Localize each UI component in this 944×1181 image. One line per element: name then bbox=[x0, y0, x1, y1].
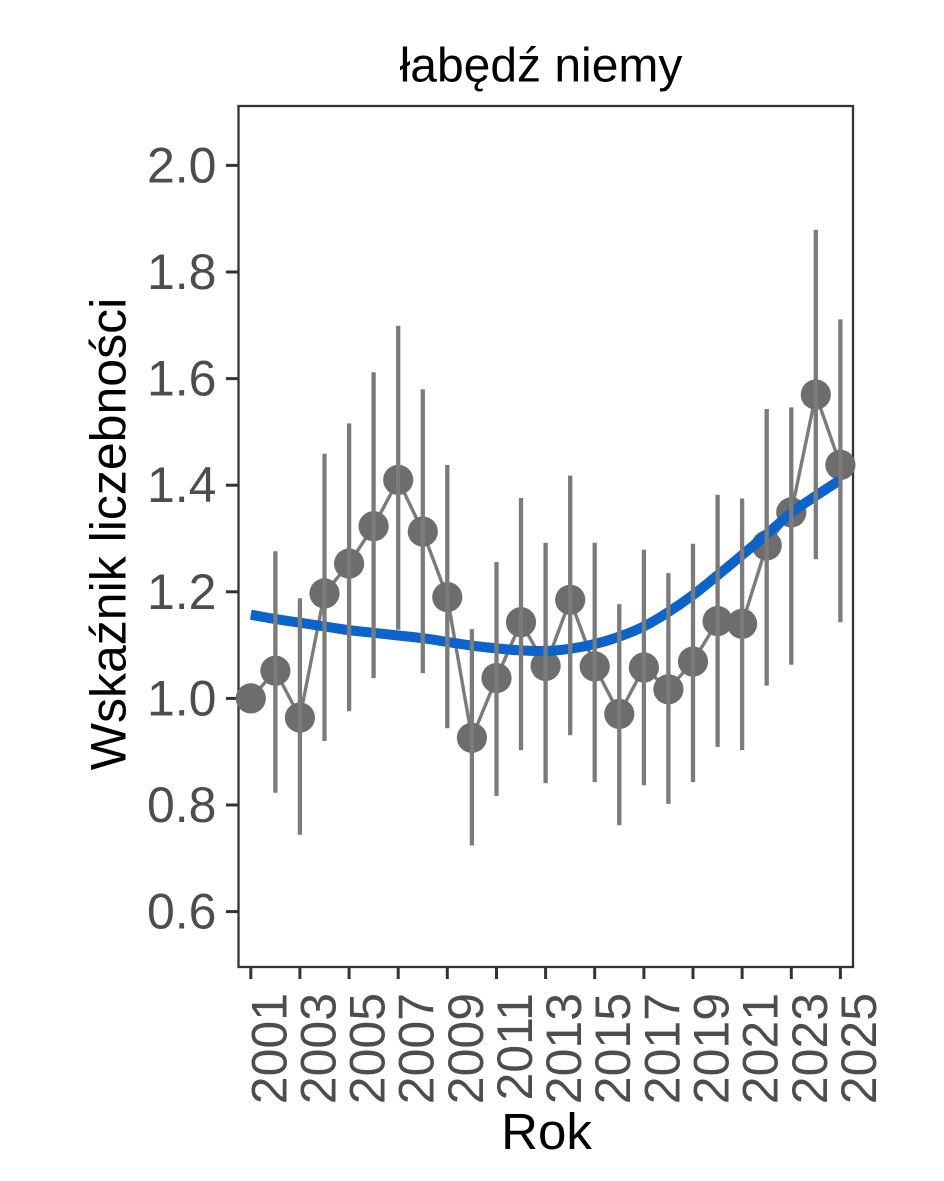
svg-text:2023: 2023 bbox=[782, 993, 838, 1104]
svg-text:1.4: 1.4 bbox=[147, 457, 217, 513]
svg-text:Wskaźnik liczebności: Wskaźnik liczebności bbox=[81, 298, 137, 770]
svg-text:2019: 2019 bbox=[684, 993, 740, 1104]
svg-text:1.8: 1.8 bbox=[147, 244, 217, 300]
svg-text:2011: 2011 bbox=[487, 993, 543, 1101]
svg-text:2021: 2021 bbox=[733, 993, 789, 1104]
svg-text:1.2: 1.2 bbox=[147, 564, 217, 620]
svg-text:0.6: 0.6 bbox=[147, 884, 217, 940]
svg-text:łabędź niemy: łabędź niemy bbox=[400, 40, 683, 93]
svg-text:1.6: 1.6 bbox=[147, 351, 217, 407]
svg-text:1.0: 1.0 bbox=[147, 670, 217, 726]
svg-text:2003: 2003 bbox=[290, 993, 346, 1104]
svg-text:0.8: 0.8 bbox=[147, 777, 217, 833]
svg-text:2007: 2007 bbox=[389, 993, 445, 1104]
svg-text:Rok: Rok bbox=[501, 1103, 592, 1160]
svg-text:2001: 2001 bbox=[241, 993, 297, 1104]
svg-text:2013: 2013 bbox=[536, 993, 592, 1104]
svg-text:2017: 2017 bbox=[634, 993, 690, 1104]
svg-text:2009: 2009 bbox=[438, 993, 494, 1104]
svg-text:2.0: 2.0 bbox=[147, 137, 217, 193]
svg-text:2015: 2015 bbox=[585, 993, 641, 1104]
svg-text:2005: 2005 bbox=[340, 993, 396, 1104]
svg-text:2025: 2025 bbox=[831, 993, 887, 1104]
